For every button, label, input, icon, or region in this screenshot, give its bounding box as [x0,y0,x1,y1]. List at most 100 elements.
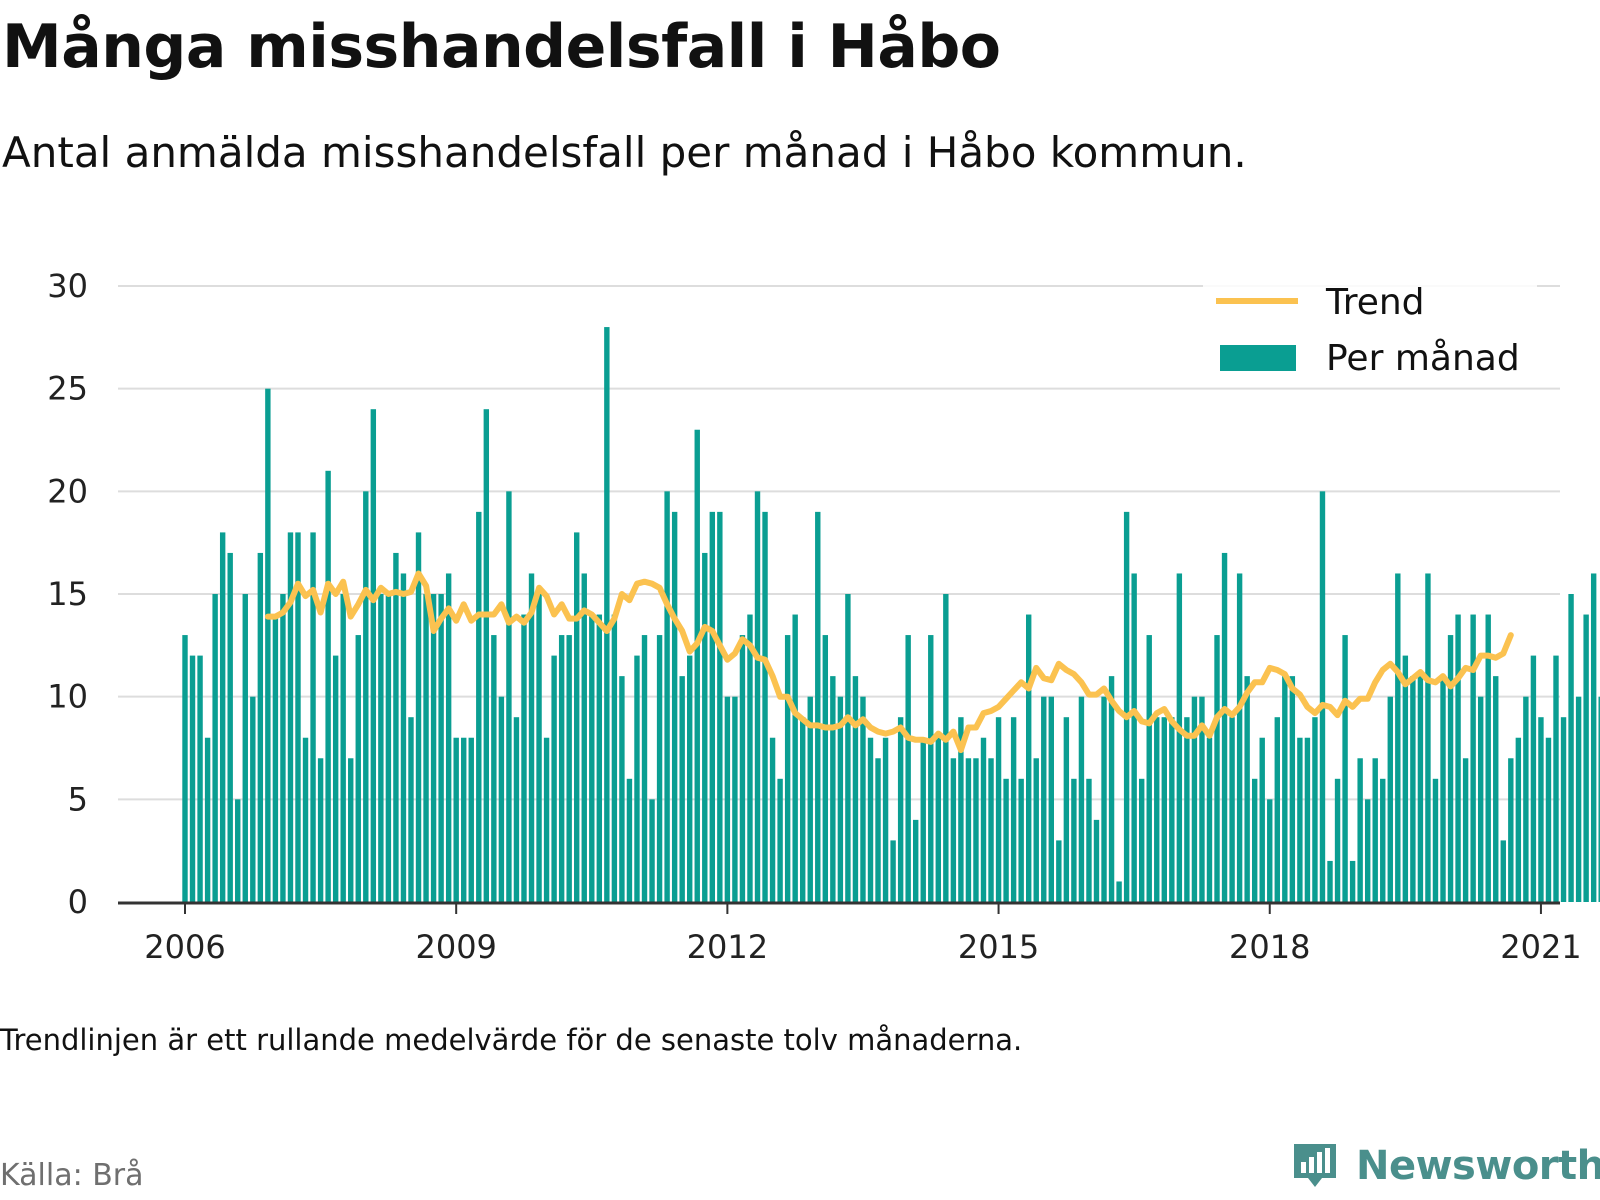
bar [1440,676,1446,902]
bar [498,696,505,902]
bar [242,594,248,902]
bar [1327,860,1333,902]
bar [1131,573,1137,902]
bar [890,840,896,902]
bar [867,737,874,902]
bar [250,696,256,902]
bar [882,737,889,902]
bar [1568,594,1574,902]
bar [739,635,746,902]
bar [596,614,603,902]
legend-trend-label: Trend [1325,282,1425,323]
bar [830,676,836,902]
bar [905,635,911,902]
bar [1357,758,1363,902]
y-tick-label: 5 [68,780,88,818]
bar [257,552,264,902]
bar [965,758,972,902]
bar [197,655,203,902]
bar [1093,819,1100,902]
y-axis-ticks: 0 5 10 15 20 25 30 [47,267,88,921]
x-tick-label: 2012 [687,928,768,960]
source-text: Källa: Brå [0,1158,144,1193]
bar [445,573,452,902]
bar [1485,614,1491,902]
bar [913,819,919,902]
bar [1560,717,1567,902]
bar [1018,778,1024,902]
bar [815,511,821,902]
bar [769,737,776,902]
bar [980,737,987,902]
bar [1500,840,1506,902]
bar [1432,778,1439,902]
bar [280,594,286,902]
bar [1206,737,1213,902]
bar [1259,737,1265,902]
bar [709,511,716,902]
y-tick-label: 20 [47,472,88,510]
bar [1455,614,1461,902]
bar [1199,696,1205,902]
bar [189,655,196,902]
bar [310,532,316,902]
bar [1334,778,1341,902]
bar [453,737,459,902]
bar [935,737,941,902]
bar [1470,614,1476,902]
bar [920,737,926,902]
bar [852,676,859,902]
bar [483,409,490,902]
bar [558,635,565,902]
bar [536,594,542,902]
bar [212,594,218,902]
bar [1387,696,1393,902]
bar [355,635,361,902]
bar [1071,778,1077,902]
bar [988,758,994,902]
bar [973,758,979,902]
x-axis: 2006200920122015201820212023 [118,901,1582,960]
bar [219,532,226,902]
y-tick-label: 0 [68,883,88,921]
bar [506,491,512,902]
y-tick-label: 30 [47,267,88,305]
bar [1319,491,1326,902]
bar [1297,737,1303,902]
bar [1410,676,1416,902]
bar [777,778,783,902]
bar [1530,655,1537,902]
y-tick-label: 25 [47,370,88,408]
bar [1274,717,1280,902]
bar [393,552,399,902]
bar [995,717,1002,902]
bar [732,696,738,902]
bar [235,799,241,902]
bar [476,511,482,902]
bar [860,696,866,902]
bar [182,635,188,902]
bar [295,532,301,902]
bar [702,552,708,902]
bar [626,778,633,902]
bar [1116,881,1122,902]
bar [656,635,663,902]
x-tick-label: 2018 [1229,928,1310,960]
bar [792,614,798,902]
bar [385,594,392,902]
bar [649,799,655,902]
chart: 0 5 10 15 20 25 30 2006 2009 2012 2015 2018 2021 20 2… [47,267,1600,960]
bar [340,594,346,902]
bar [521,614,527,902]
bar [897,717,904,902]
bar [837,696,844,902]
bar [1477,696,1484,902]
bar [1154,717,1160,902]
bar [1101,696,1107,902]
bar [543,737,550,902]
bar [317,758,324,902]
bar [1003,778,1009,902]
legend-bars-swatch [1220,345,1296,371]
bar [1282,676,1288,902]
bar [679,676,685,902]
